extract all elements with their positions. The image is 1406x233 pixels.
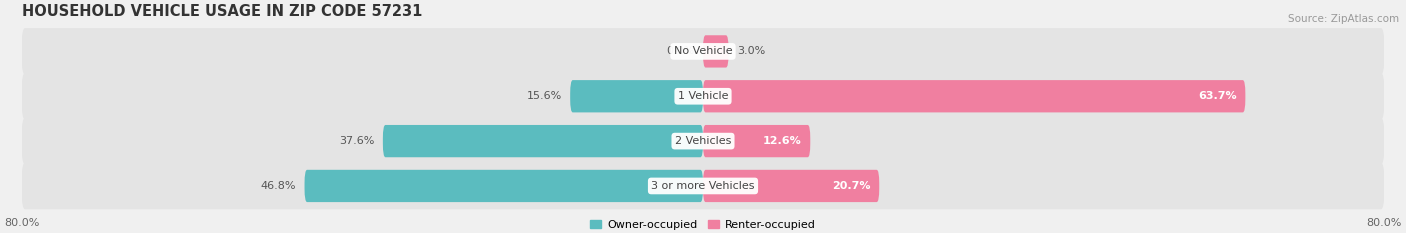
Text: 1 Vehicle: 1 Vehicle [678, 91, 728, 101]
Text: 46.8%: 46.8% [260, 181, 297, 191]
FancyBboxPatch shape [571, 80, 703, 112]
Text: 2 Vehicles: 2 Vehicles [675, 136, 731, 146]
Text: Source: ZipAtlas.com: Source: ZipAtlas.com [1288, 14, 1399, 24]
FancyBboxPatch shape [703, 170, 879, 202]
FancyBboxPatch shape [703, 35, 728, 68]
Text: 37.6%: 37.6% [339, 136, 374, 146]
FancyBboxPatch shape [305, 170, 703, 202]
FancyBboxPatch shape [703, 125, 810, 157]
FancyBboxPatch shape [21, 28, 1385, 75]
FancyBboxPatch shape [703, 80, 1246, 112]
FancyBboxPatch shape [21, 163, 1385, 209]
Text: 63.7%: 63.7% [1198, 91, 1237, 101]
FancyBboxPatch shape [382, 125, 703, 157]
Text: 15.6%: 15.6% [526, 91, 561, 101]
Legend: Owner-occupied, Renter-occupied: Owner-occupied, Renter-occupied [591, 220, 815, 230]
FancyBboxPatch shape [21, 73, 1385, 120]
Text: No Vehicle: No Vehicle [673, 46, 733, 56]
Text: 20.7%: 20.7% [832, 181, 870, 191]
Text: 12.6%: 12.6% [763, 136, 801, 146]
Text: 0.0%: 0.0% [666, 46, 695, 56]
FancyBboxPatch shape [21, 118, 1385, 164]
Text: 3 or more Vehicles: 3 or more Vehicles [651, 181, 755, 191]
Text: HOUSEHOLD VEHICLE USAGE IN ZIP CODE 57231: HOUSEHOLD VEHICLE USAGE IN ZIP CODE 5723… [22, 4, 422, 19]
Text: 3.0%: 3.0% [737, 46, 765, 56]
